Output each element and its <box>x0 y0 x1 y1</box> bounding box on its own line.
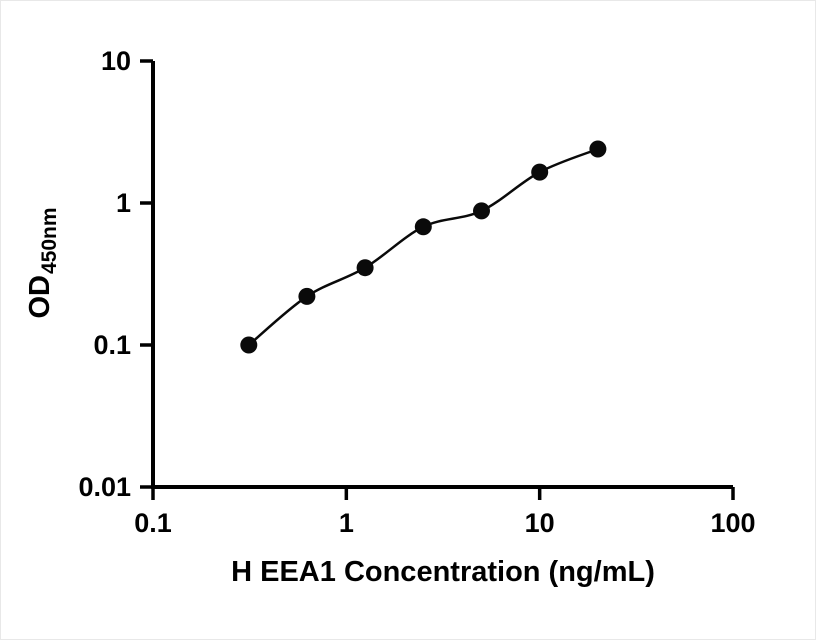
y-axis-title-main: OD <box>24 275 56 319</box>
y-axis-title-subscript: 450nm <box>38 207 61 274</box>
y-tick-label: 0.1 <box>93 330 131 360</box>
data-point <box>473 202 490 220</box>
x-tick-label: 1 <box>339 508 354 538</box>
data-point <box>531 163 549 181</box>
data-point <box>589 140 607 158</box>
y-tick-label: 10 <box>101 46 131 76</box>
x-axis-title: H EEA1 Concentration (ng/mL) <box>231 556 655 588</box>
x-tick-label: 10 <box>525 508 555 538</box>
data-point <box>356 259 374 277</box>
y-tick-label: 1 <box>116 188 131 218</box>
data-point <box>298 287 316 305</box>
fit-curve <box>247 147 599 346</box>
data-point <box>414 218 432 236</box>
x-tick-label: 0.1 <box>134 508 172 538</box>
x-tick-label: 100 <box>710 508 755 538</box>
data-point <box>240 336 258 354</box>
y-tick-label: 0.01 <box>78 472 131 502</box>
y-axis-title: OD450nm <box>24 207 61 318</box>
